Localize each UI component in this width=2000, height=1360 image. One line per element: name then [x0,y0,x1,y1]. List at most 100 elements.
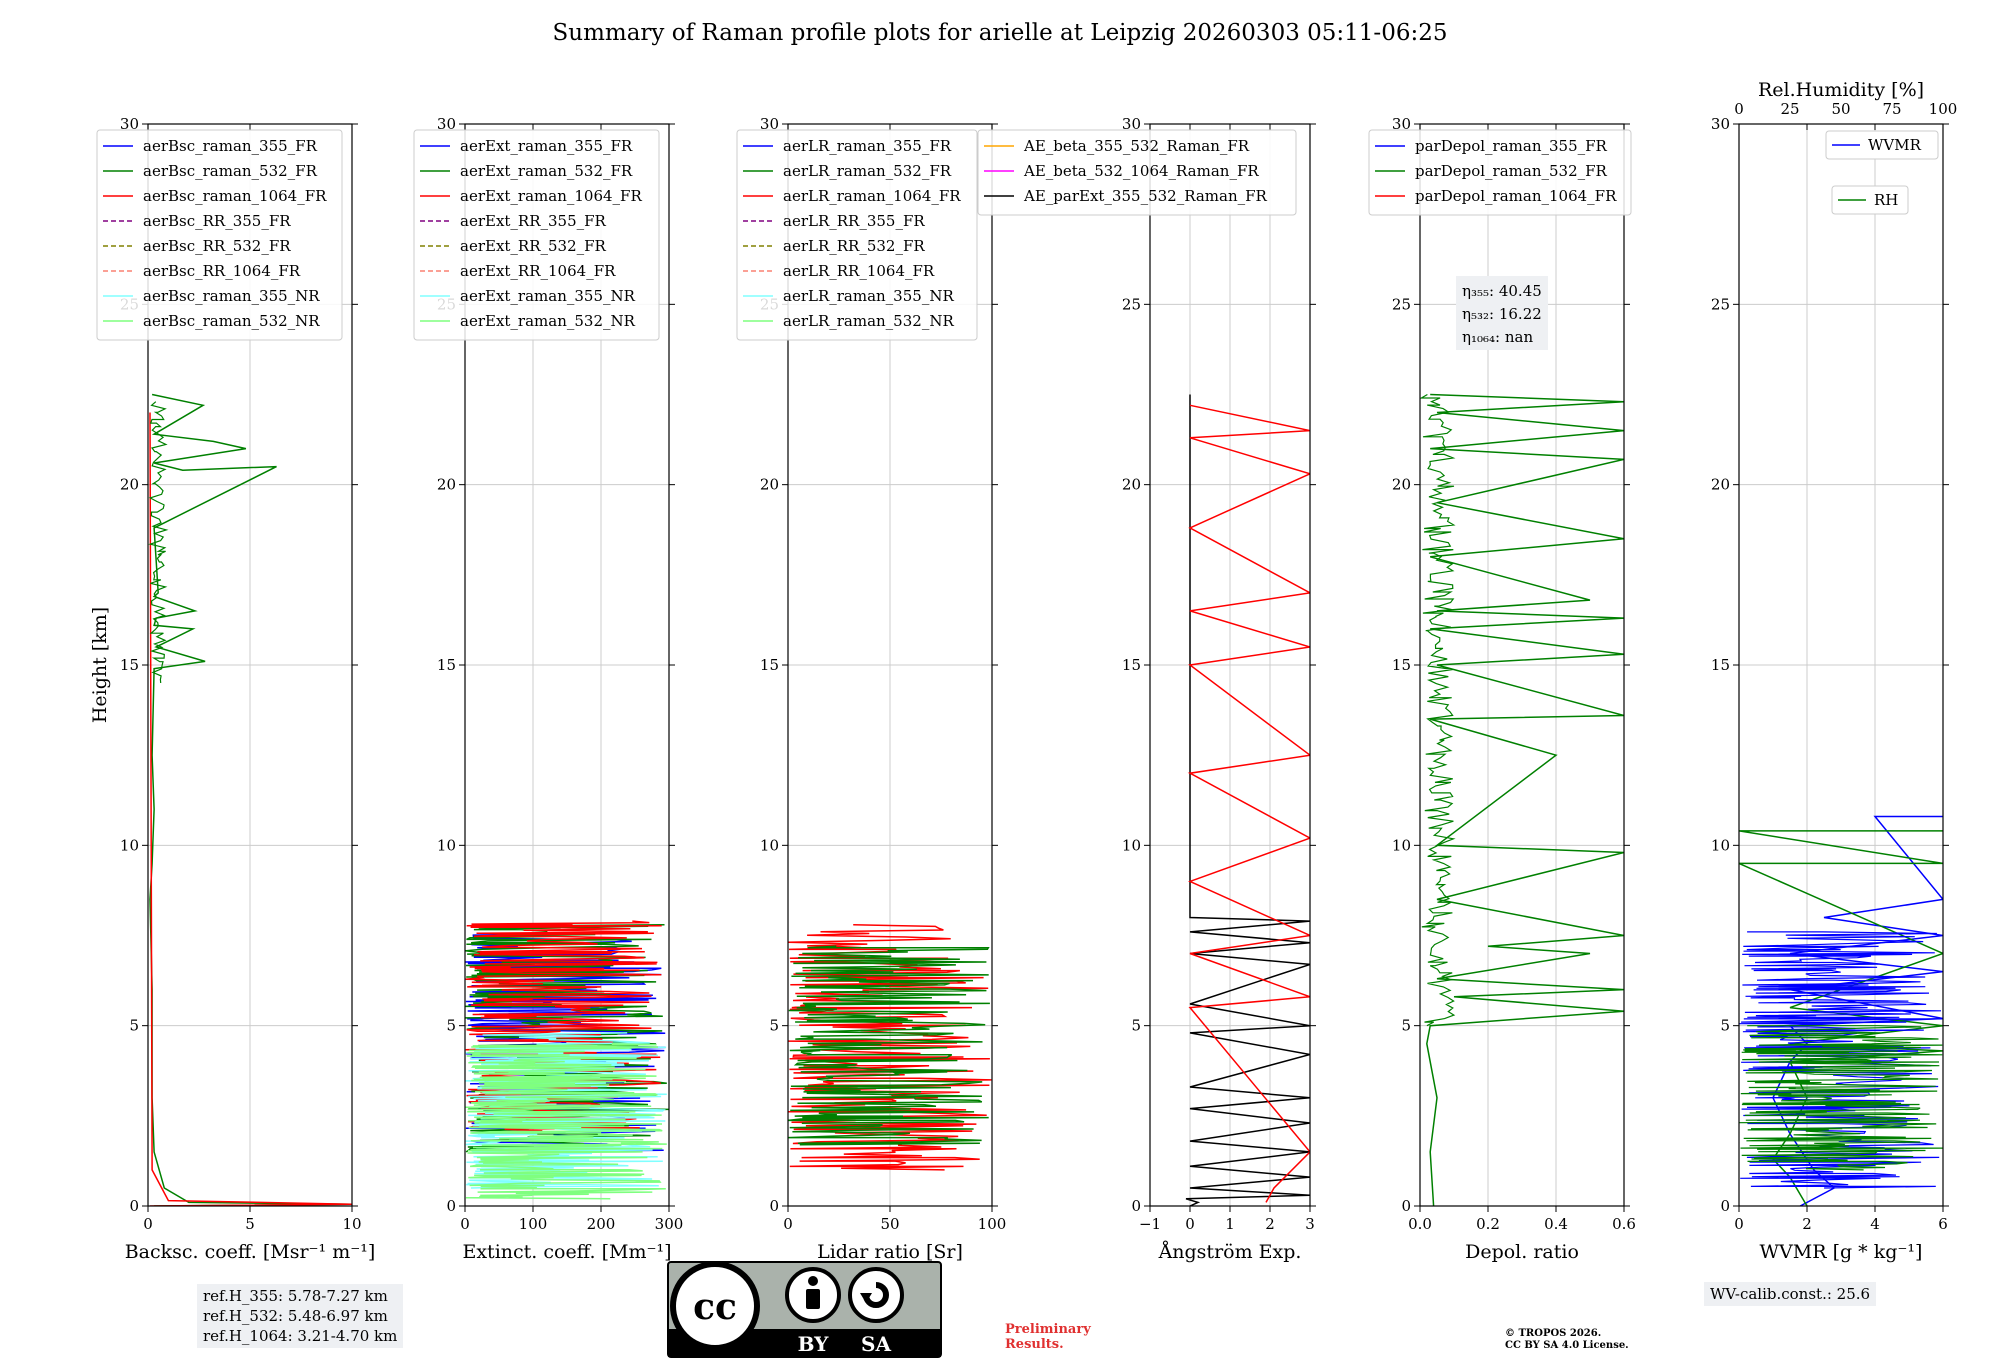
x-tick-label: 2 [1802,1215,1812,1233]
x-tick-label: 0 [460,1215,470,1233]
y-tick-label: 15 [437,656,456,674]
x-tick-label: 3 [1305,1215,1315,1233]
y-tick-label: 15 [1711,656,1730,674]
legend-label: aerBsc_raman_532_NR [143,312,320,330]
legend-box [736,129,978,341]
legend-label: aerBsc_RR_532_FR [143,237,291,255]
copyright-note: © TROPOS 2026. CC BY SA 4.0 License. [1505,1328,1629,1352]
data-group [1185,394,1310,1206]
annotation-line: η₅₃₂: 16.22 [1462,305,1542,323]
series-line-aerBsc_raman_1064_FR [149,412,352,1206]
top-x-axis-label: Rel.Humidity [%] [1758,79,1924,101]
x-axis-label: Lidar ratio [Sr] [817,1241,963,1263]
cc-logo-icon [670,1261,760,1351]
panel-extinction: 0100200300051015202530Extinct. coeff. [M… [413,115,684,1263]
legend-label: aerLR_raman_355_FR [783,137,952,155]
y-tick-label: 0 [1720,1197,1730,1215]
y-tick-label: 0 [1131,1197,1141,1215]
legend-label: aerExt_raman_532_FR [460,162,633,180]
series-line-AE_beta_532_1064_Raman_FR [1187,404,1310,1203]
x-tick-label: 2 [1265,1215,1275,1233]
y-tick-label: 10 [437,836,456,854]
legend-label: RH [1874,191,1898,209]
copyright-line-1: © TROPOS 2026. [1505,1328,1602,1339]
x-axis-label: Backsc. coeff. [Msr⁻¹ m⁻¹] [125,1241,376,1263]
x-tick-label: 300 [655,1215,684,1233]
legend-label: parDepol_raman_355_FR [1415,137,1608,155]
legend-label: aerLR_RR_1064_FR [783,262,935,280]
y-tick-label: 5 [1131,1017,1141,1035]
series-noise-parDepol_532 [1420,393,1456,1027]
legend-label: aerLR_RR_532_FR [783,237,925,255]
legend-label: AE_beta_355_532_Raman_FR [1023,137,1250,155]
legend-label: aerLR_raman_355_NR [783,287,954,305]
legend-label: aerBsc_RR_355_FR [143,212,291,230]
y-tick-label: 10 [120,836,139,854]
y-tick-label: 10 [1711,836,1730,854]
x-tick-label: 100 [519,1215,548,1233]
x-tick-label: −1 [1139,1215,1161,1233]
y-tick-label: 0 [769,1197,779,1215]
legend-label: aerExt_RR_1064_FR [460,262,616,280]
cc-by-label: BY [798,1332,830,1356]
y-tick-label: 10 [1392,836,1411,854]
legend-label: AE_parExt_355_532_Raman_FR [1023,187,1268,205]
series-line-aerBsc_raman_532_FR [149,393,352,1206]
y-tick-label: 0 [1401,1197,1411,1215]
y-tick-label: 30 [1122,115,1141,133]
panel-lidar_ratio: 050100051015202530Lidar ratio [Sr]aerLR_… [736,115,1006,1263]
legend-box [96,129,343,341]
y-tick-label: 10 [760,836,779,854]
legend-label: aerExt_raman_355_FR [460,137,633,155]
legend: aerLR_raman_355_FR aerLR_raman_532_FR aerL… [736,129,978,341]
x-tick-label: 10 [342,1215,361,1233]
data-group [1739,815,1943,1206]
preliminary-note: Preliminary Results. [1005,1322,1091,1352]
cc-logo-text: cc [693,1286,737,1328]
series-noise-rh [1739,1025,1943,1171]
x-tick-label: 1 [1225,1215,1235,1233]
figure-title: Summary of Raman profile plots for ariel… [552,20,1448,46]
legend-label: aerBsc_raman_1064_FR [143,187,327,205]
top-x-tick-label: 25 [1780,100,1799,118]
annotation-line: η₁₀₆₄: nan [1462,328,1533,346]
y-tick-label: 15 [1392,656,1411,674]
x-tick-label: 0.4 [1544,1215,1568,1233]
x-tick-label: 0 [143,1215,153,1233]
y-tick-label: 20 [120,476,139,494]
top-x-tick-label: 0 [1734,100,1744,118]
x-tick-label: 0 [783,1215,793,1233]
eta-annotation: η₃₅₅: 40.45 η₅₃₂: 16.22 η₁₀₆₄: nan [1456,276,1548,350]
y-tick-label: 10 [1122,836,1141,854]
series-noise-wvmr [1739,931,1943,1189]
legend-entry: RH [1831,185,1909,215]
y-tick-label: 5 [769,1017,779,1035]
legend-box [413,129,660,341]
y-tick-label: 20 [437,476,456,494]
legend: AE_beta_355_532_Raman_FR AE_beta_532_1064… [977,129,1297,216]
legend-label: AE_beta_532_1064_Raman_FR [1023,162,1259,180]
x-tick-label: 6 [1938,1215,1948,1233]
y-tick-label: 20 [1122,476,1141,494]
y-tick-label: 15 [120,656,139,674]
x-tick-label: 5 [245,1215,255,1233]
x-tick-label: 0 [1734,1215,1744,1233]
legend-box [1825,130,1939,160]
cc-license-badge[interactable]: cc BY SA [667,1261,942,1358]
y-tick-label: 20 [1392,476,1411,494]
y-tick-label: 25 [1122,295,1141,313]
top-x-tick-label: 50 [1831,100,1850,118]
legend-label: aerLR_raman_532_NR [783,312,954,330]
x-tick-label: 0 [1185,1215,1195,1233]
legend-box [1831,185,1909,215]
series-line-parDepol_raman_532_FR [1426,393,1624,1206]
legend-box [977,129,1297,216]
preliminary-line-1: Preliminary [1005,1322,1091,1337]
legend-label: aerBsc_raman_355_NR [143,287,320,305]
legend: parDepol_raman_355_FR parDepol_raman_532_… [1368,129,1632,216]
reference-height-box: ref.H_355: 5.78-7.27 km ref.H_532: 5.48-… [197,1284,404,1348]
y-tick-label: 5 [1401,1017,1411,1035]
legend-label: aerBsc_RR_1064_FR [143,262,301,280]
panel-depolarization: 0.0 0.2 0.4 0.6 0 5 10 15 20 25 30 Depol. ratio parD… [1368,115,1636,1263]
y-tick-label: 15 [760,656,779,674]
